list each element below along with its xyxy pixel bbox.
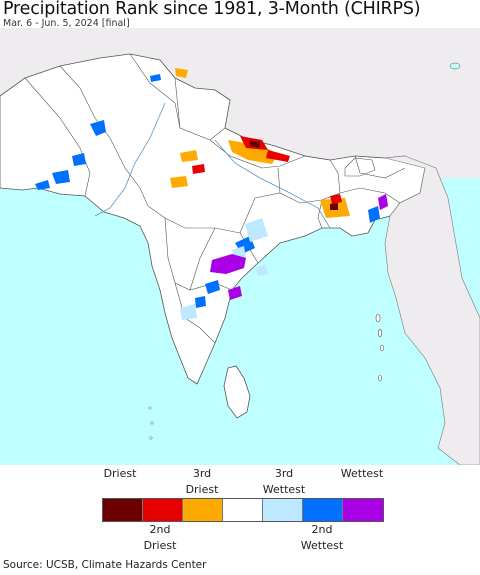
legend-swatch-normal [223, 499, 263, 521]
south-asia-landmass [0, 53, 426, 385]
source-credit: Source: UCSB, Climate Hazards Center [3, 559, 207, 571]
dry-anomalies-driest [250, 140, 338, 210]
map-title: Precipitation Rank since 1981, 3-Month (… [3, 0, 421, 19]
legend-bottom-label-2nd-driest: 2nd Driest [143, 523, 177, 552]
legend-swatch-2nd-wettest [303, 499, 343, 521]
legend-swatch-driest [103, 499, 143, 521]
legend-top-label-wettest: Wettest [340, 467, 384, 480]
precipitation-rank-map [0, 28, 480, 465]
map-subtitle: Mar. 6 - Jun. 5, 2024 [final] [3, 18, 130, 29]
map-canvas [0, 53, 480, 465]
internal-borders [24, 53, 406, 344]
legend-top-label-3rd-wettest: 3rd Wettest [262, 467, 306, 496]
legend-color-scale [102, 498, 384, 522]
andaman-islands [375, 313, 384, 382]
legend-swatch-2nd-driest [143, 499, 183, 521]
maldives [148, 406, 154, 440]
legend-swatch-wettest [343, 499, 383, 521]
legend-top-label-3rd-driest: 3rd Driest [185, 467, 219, 496]
myanmar [384, 155, 480, 465]
legend-bottom-label-2nd-wettest: 2nd Wettest [300, 523, 344, 552]
legend: Driest 3rd Driest 3rd Wettest Wettest 2n… [0, 466, 480, 556]
sri-lanka [223, 365, 251, 419]
lake [449, 62, 461, 70]
legend-swatch-3rd-wettest [263, 499, 303, 521]
rivers [94, 102, 331, 229]
legend-swatch-3rd-driest [183, 499, 223, 521]
bay-of-bengal [230, 228, 390, 465]
legend-top-label-driest: Driest [103, 467, 137, 480]
wet-anomalies-wettest [210, 194, 388, 300]
